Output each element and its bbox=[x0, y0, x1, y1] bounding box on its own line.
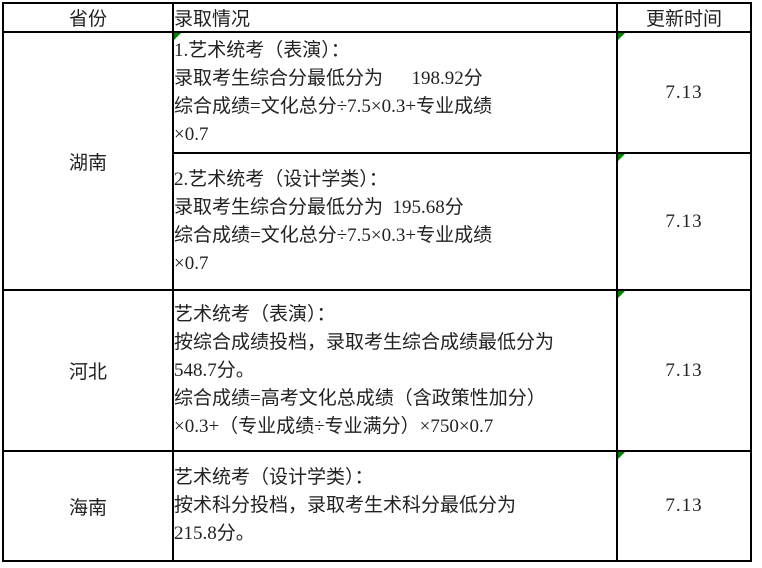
cell-flag-icon bbox=[619, 292, 625, 298]
update-time-value: 7.13 bbox=[665, 210, 703, 232]
province-cell-hebei: 河北 bbox=[2, 289, 174, 452]
admission-text: 1.艺术统考（表演）： 录取考生综合分最低分为 198.92分 综合成绩=文化总… bbox=[174, 39, 493, 145]
update-time-value: 7.13 bbox=[665, 81, 703, 103]
table-row: 海南 艺术统考（设计学类）： 按术科分投档，录取考生术科分最低分为 215.8分… bbox=[2, 450, 752, 562]
province-cell-hunan: 湖南 bbox=[2, 31, 174, 291]
cell-flag-icon bbox=[619, 155, 625, 161]
cell-flag-icon bbox=[619, 34, 625, 40]
header-admission: 录取情况 bbox=[172, 2, 618, 33]
admission-text: 2.艺术统考（设计学类）： 录取考生综合分最低分为 195.68分 综合成绩=文… bbox=[174, 168, 493, 274]
admission-cell: 2.艺术统考（设计学类）： 录取考生综合分最低分为 195.68分 综合成绩=文… bbox=[172, 152, 618, 291]
admission-results-table: 省份 录取情况 更新时间 湖南 1.艺术统考（表演）： 录取考生综合分最低分为 … bbox=[2, 2, 752, 562]
province-cell-hainan: 海南 bbox=[2, 450, 174, 562]
update-time-cell: 7.13 bbox=[616, 450, 752, 562]
update-time-cell: 7.13 bbox=[616, 152, 752, 291]
admission-cell: 1.艺术统考（表演）： 录取考生综合分最低分为 198.92分 综合成绩=文化总… bbox=[172, 31, 618, 154]
admission-cell: 艺术统考（表演）： 按综合成绩投档，录取考生综合成绩最低分为 548.7分。 综… bbox=[172, 289, 618, 452]
table-row: 河北 艺术统考（表演）： 按综合成绩投档，录取考生综合成绩最低分为 548.7分… bbox=[2, 289, 752, 452]
admission-cell: 艺术统考（设计学类）： 按术科分投档，录取考生术科分最低分为 215.8分。 bbox=[172, 450, 618, 562]
update-time-cell: 7.13 bbox=[616, 31, 752, 154]
admission-text: 艺术统考（表演）： 按综合成绩投档，录取考生综合成绩最低分为 548.7分。 综… bbox=[174, 303, 555, 437]
admission-text: 艺术统考（设计学类）： 按术科分投档，录取考生术科分最低分为 215.8分。 bbox=[174, 467, 517, 544]
header-update-time: 更新时间 bbox=[616, 2, 752, 33]
table-row: 2.艺术统考（设计学类）： 录取考生综合分最低分为 195.68分 综合成绩=文… bbox=[3, 152, 752, 291]
update-time-cell: 7.13 bbox=[616, 289, 752, 452]
update-time-value: 7.13 bbox=[665, 495, 703, 516]
table-row: 湖南 1.艺术统考（表演）： 录取考生综合分最低分为 198.92分 综合成绩=… bbox=[2, 31, 752, 291]
update-time-value: 7.13 bbox=[665, 359, 703, 381]
header-row: 省份 录取情况 更新时间 bbox=[2, 2, 752, 33]
header-province: 省份 bbox=[2, 2, 174, 33]
cell-flag-icon bbox=[619, 453, 625, 459]
